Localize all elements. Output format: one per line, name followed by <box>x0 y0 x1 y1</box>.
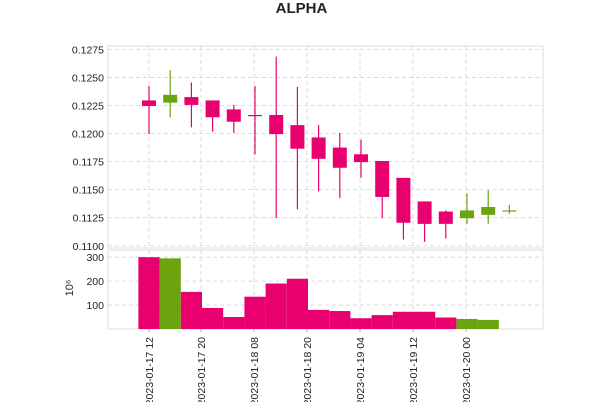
x-tick-label: 2023-01-19 12 <box>408 337 420 402</box>
price-y-tick-label: 0.1250 <box>72 72 104 84</box>
candle-body-up <box>481 207 496 215</box>
x-tick-label: 2023-01-18 20 <box>302 337 314 402</box>
x-tick-label: 2023-01-20 00 <box>461 337 473 402</box>
volume-y-axis-label: 10⁶ <box>64 280 76 297</box>
price-y-tick-label: 0.1225 <box>72 100 104 112</box>
candle-body-down <box>375 161 390 197</box>
volume-bar <box>392 311 414 329</box>
candle-body-down <box>142 100 156 107</box>
volume-bar <box>329 311 351 329</box>
volume-bar <box>138 257 160 329</box>
candle-body-down <box>438 211 453 224</box>
volume-bar <box>350 318 372 329</box>
candle-body-down <box>417 201 432 224</box>
volume-bar <box>371 315 393 329</box>
volume-bar <box>180 291 202 329</box>
candle-body-up <box>460 210 474 219</box>
candle-body-down <box>354 154 368 163</box>
volume-bar <box>286 278 308 329</box>
candle-body-down <box>311 137 326 159</box>
price-y-tick-label: 0.1100 <box>73 241 104 253</box>
volume-bar <box>265 283 287 329</box>
price-y-tick-label: 0.1175 <box>73 157 104 169</box>
price-y-tick-label: 0.1125 <box>73 213 104 225</box>
x-tick-label: 2023-01-17 20 <box>196 337 208 402</box>
candle-body-down <box>226 109 241 122</box>
candle-body-down <box>205 100 220 118</box>
volume-bar <box>223 317 245 329</box>
candle-body-down <box>248 115 262 117</box>
candle-body-down <box>184 97 199 105</box>
volume-bar <box>435 317 457 329</box>
volume-bar <box>244 296 266 329</box>
volume-y-tick-label: 300 <box>86 252 104 264</box>
x-tick-label: 2023-01-18 08 <box>249 337 261 402</box>
volume-bar <box>159 258 181 329</box>
volume-bar <box>456 318 478 329</box>
volume-bar <box>414 311 436 329</box>
candle-body-down <box>290 125 305 149</box>
price-y-tick-label: 0.1275 <box>72 44 104 56</box>
x-tick-label: 2023-01-17 12 <box>144 337 156 402</box>
candle-body-down <box>396 177 411 223</box>
volume-bar <box>477 319 499 329</box>
price-y-tick-label: 0.1150 <box>73 185 104 197</box>
volume-y-tick-label: 200 <box>86 276 104 288</box>
price-y-tick-label: 0.1200 <box>72 129 104 141</box>
volume-bar <box>202 307 224 329</box>
chart-title: ALPHA <box>275 0 328 17</box>
volume-y-tick-label: 100 <box>86 300 104 312</box>
volume-bar <box>308 309 330 329</box>
price-panel-frame <box>107 45 544 249</box>
candle-body-down <box>332 147 347 168</box>
candle-body-up <box>502 210 517 212</box>
candle-body-up <box>163 94 178 103</box>
candle-body-down <box>269 115 284 135</box>
x-tick-label: 2023-01-19 04 <box>355 337 367 402</box>
